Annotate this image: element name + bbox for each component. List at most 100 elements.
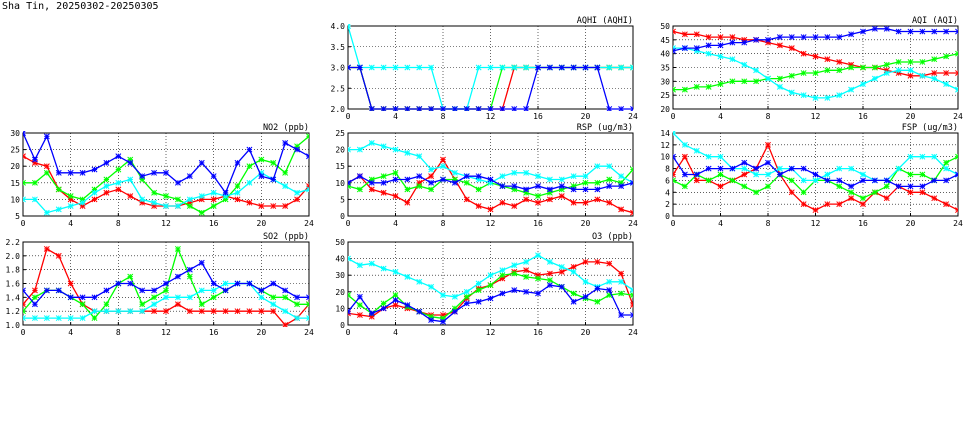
data-point (79, 169, 86, 176)
x-tick-label: 20 (906, 219, 916, 228)
data-point (67, 203, 74, 209)
data-point (151, 199, 158, 206)
data-point (380, 173, 387, 180)
data-point (836, 59, 843, 65)
series-red (23, 245, 309, 327)
data-point (499, 173, 506, 180)
data-point (582, 199, 589, 206)
data-point (594, 298, 601, 305)
data-point (729, 165, 736, 172)
y-tick-label: 40 (660, 50, 670, 59)
data-point (55, 169, 62, 176)
data-point (79, 199, 86, 206)
data-point (582, 186, 589, 193)
data-point (729, 78, 736, 85)
data-point (717, 81, 724, 88)
data-point (392, 297, 399, 304)
data-point (451, 179, 458, 186)
data-point (630, 312, 633, 318)
data-point (368, 310, 375, 317)
data-point (606, 163, 613, 170)
data-point (895, 165, 902, 172)
data-point (931, 28, 938, 35)
data-point (546, 196, 553, 203)
data-point (499, 272, 506, 279)
y-tick-label: 20 (10, 162, 20, 171)
data-point (535, 252, 541, 259)
data-point (440, 106, 446, 111)
y-tick-label: 15 (335, 162, 345, 171)
data-point (174, 245, 181, 252)
data-point (404, 273, 411, 280)
data-point (270, 280, 277, 287)
data-point (210, 287, 217, 294)
data-point (127, 159, 134, 166)
data-point (883, 177, 890, 184)
data-point (511, 203, 518, 209)
series-red (348, 156, 633, 216)
data-point (356, 64, 363, 71)
data-point (174, 301, 181, 308)
x-tick-label: 24 (628, 219, 638, 228)
data-point (606, 176, 613, 183)
data-point (765, 36, 771, 43)
data-point (673, 47, 676, 54)
data-point (800, 189, 807, 196)
x-tick-label: 8 (441, 219, 446, 228)
series-blue (673, 153, 958, 190)
data-point (43, 287, 50, 294)
data-point (705, 50, 712, 57)
data-point (907, 59, 914, 65)
data-point (618, 312, 625, 318)
data-point (673, 171, 676, 178)
data-point (186, 294, 193, 301)
data-point (931, 75, 938, 82)
x-tick-label: 16 (209, 328, 219, 337)
data-point (174, 203, 181, 209)
data-point (535, 173, 541, 180)
y-tick-label: 35 (660, 64, 670, 73)
data-point (79, 315, 86, 322)
data-point (440, 318, 446, 325)
data-point (246, 280, 253, 287)
data-point (800, 34, 807, 41)
data-point (91, 166, 98, 173)
data-point (348, 308, 351, 315)
data-point (860, 64, 866, 71)
data-point (681, 153, 688, 160)
series-blue (23, 259, 309, 308)
data-point (210, 308, 217, 315)
data-point (919, 171, 926, 178)
x-tick-label: 12 (486, 328, 496, 337)
data-point (558, 268, 565, 275)
y-tick-label: 0 (340, 321, 345, 330)
data-point (753, 165, 760, 172)
series-green (673, 50, 958, 93)
data-point (151, 308, 158, 315)
data-point (860, 201, 866, 208)
data-point (115, 153, 122, 160)
data-point (606, 260, 613, 267)
data-point (871, 75, 878, 82)
data-point (546, 186, 553, 193)
data-point (79, 294, 86, 301)
data-point (776, 165, 783, 172)
data-point (570, 298, 577, 305)
data-point (103, 308, 110, 315)
data-point (222, 189, 229, 196)
data-point (282, 140, 289, 146)
y-tick-label: 40 (335, 255, 345, 264)
data-point (380, 106, 387, 111)
data-point (198, 193, 205, 200)
data-point (463, 300, 470, 307)
data-point (428, 106, 435, 111)
data-point (404, 176, 411, 183)
data-point (416, 106, 423, 111)
chart-title: RSP (ug/m3) (577, 123, 633, 133)
y-tick-label: 30 (335, 271, 345, 280)
data-point (523, 196, 530, 203)
data-point (788, 45, 795, 52)
data-point (800, 177, 807, 184)
